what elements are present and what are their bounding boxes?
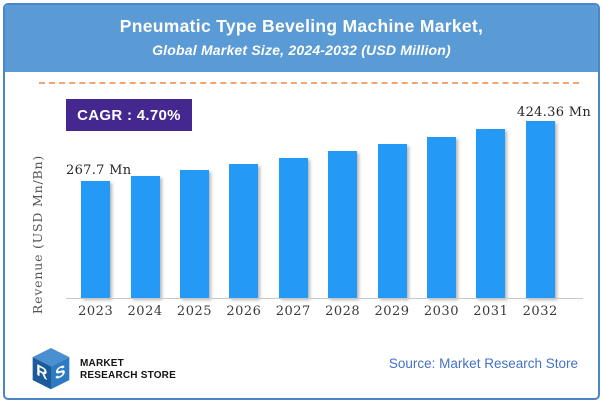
x-tick-2024: 2024: [127, 304, 163, 319]
bar-cell: [71, 181, 120, 298]
value-label-2023: 267.7 Mn: [66, 163, 132, 178]
x-axis-line: [66, 298, 583, 299]
bar-2028: [328, 151, 358, 298]
bar-2024: [130, 175, 160, 298]
bar-2027: [278, 157, 308, 298]
bar-2023: [81, 181, 111, 298]
bars: [71, 70, 565, 298]
x-tick-2026: 2026: [226, 304, 262, 319]
bar-2026: [229, 164, 259, 298]
cagr-badge: CAGR : 4.70%: [66, 99, 192, 131]
bar-cell: [120, 175, 169, 298]
bar-2032: [525, 121, 555, 298]
logo-text: MARKET RESEARCH STORE: [80, 358, 176, 382]
bar-cell: [170, 169, 219, 298]
dashed-divider: [39, 82, 579, 84]
svg-text:R: R: [36, 360, 47, 384]
svg-text:S: S: [55, 361, 65, 384]
bar-2030: [426, 136, 456, 298]
brand-logo: R S MARKET RESEARCH STORE: [29, 345, 176, 395]
bar-cell: [417, 136, 466, 298]
y-axis-title: Revenue (USD Mn/Bn): [29, 155, 45, 315]
logo-text-line2: RESEARCH STORE: [80, 370, 176, 381]
x-tick-2025: 2025: [176, 304, 213, 319]
x-tick-2032: 2032: [522, 304, 558, 319]
logo-text-line1: MARKET: [80, 358, 124, 369]
bar-2025: [179, 169, 209, 298]
bar-cell: [466, 129, 515, 298]
value-label-2032: 424.36 Mn: [517, 105, 592, 120]
chart-header: Pneumatic Type Beveling Machine Market, …: [5, 5, 598, 72]
bar-cell: [219, 164, 268, 298]
x-tick-2028: 2028: [325, 304, 361, 319]
bar-2031: [476, 129, 506, 298]
x-tick-2023: 2023: [78, 304, 114, 319]
x-tick-2031: 2031: [473, 304, 509, 319]
x-axis-labels: 2023 2024 2025 2026 2027 2028 2029 2030 2031 2032: [71, 304, 565, 319]
bar-cell: [269, 157, 318, 298]
x-tick-2030: 2030: [423, 304, 459, 319]
chart-subtitle: Global Market Size, 2024-2032 (USD Milli…: [152, 42, 451, 58]
bar-cell: [318, 151, 367, 298]
bar-cell: [516, 121, 565, 298]
x-tick-2027: 2027: [275, 304, 311, 319]
source-attribution: Source: Market Research Store: [388, 356, 578, 371]
bar-2029: [377, 144, 407, 298]
x-tick-2029: 2029: [374, 304, 410, 319]
bar-cell: [367, 144, 416, 298]
chart-title: Pneumatic Type Beveling Machine Market,: [119, 16, 484, 36]
y-axis-title-wrap: Revenue (USD Mn/Bn): [29, 145, 45, 325]
infographic-frame: Pneumatic Type Beveling Machine Market, …: [3, 3, 600, 400]
market-research-store-logo-icon: R S: [32, 348, 70, 390]
